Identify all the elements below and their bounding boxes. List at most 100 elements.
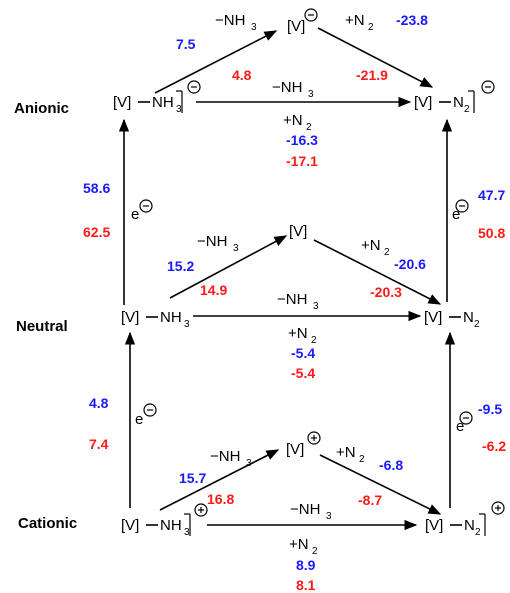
step-label-neutral-add-n2: +N 2 [361, 237, 390, 258]
electron-label-n2-upper: e [452, 199, 469, 223]
energy-anionic-add-n2-red: -21.9 [356, 67, 388, 83]
step-label-cationic-direct-add-n2: +N 2 [289, 536, 318, 557]
svg-text:3: 3 [308, 89, 314, 100]
negative-charge-icon [187, 80, 201, 94]
step-label-neutral-direct-loss-nh3: −NH 3 [277, 291, 319, 312]
energy-cationic-add-n2-blue: -6.8 [379, 457, 403, 473]
energy-anionic-direct-red: -17.1 [286, 153, 318, 169]
arrow-anionic-n2-addition [317, 27, 434, 88]
svg-text:2: 2 [359, 454, 365, 465]
negative-charge-icon [459, 411, 473, 425]
negative-charge-icon [481, 80, 495, 94]
energy-anionic-loss-nh3-red: 4.8 [232, 67, 252, 83]
energy-reduction-nh3-lower-blue: 4.8 [89, 395, 109, 411]
svg-text:−NH: −NH [272, 79, 302, 96]
negative-charge-icon [139, 199, 153, 213]
step-label-anionic-loss-nh3: −NH 3 [215, 12, 257, 33]
nh3-subscript: 3 [184, 319, 190, 330]
svg-text:−NH: −NH [210, 448, 240, 465]
svg-text:−NH: −NH [215, 12, 245, 29]
energy-cationic-loss-nh3-red: 16.8 [207, 491, 234, 507]
negative-charge-icon [143, 403, 157, 417]
row-label-cationic: Cationic [18, 515, 77, 532]
row-label-anionic: Anionic [14, 100, 69, 117]
positive-charge-icon [194, 503, 208, 517]
svg-text:3: 3 [233, 243, 239, 254]
v-label: [V] [289, 223, 307, 240]
step-label-cationic-add-n2: +N 2 [336, 444, 365, 465]
nh3-label: NH [160, 517, 182, 534]
n2-subscript: 2 [464, 104, 470, 115]
v-label: [V] [121, 517, 139, 534]
v-label: [V] [425, 517, 443, 534]
n2-letter: N [464, 517, 475, 534]
arrows [118, 27, 456, 531]
species-anionic-v-nh3: [V] NH 3 [113, 80, 201, 115]
svg-text:+N: +N [288, 325, 308, 342]
svg-text:e: e [456, 418, 464, 435]
v-label: [V] [113, 94, 131, 111]
svg-text:+N: +N [336, 444, 356, 461]
nh3-label: NH [152, 94, 174, 111]
negative-charge-icon [304, 8, 318, 22]
arrow-anionic-nh3-loss [154, 30, 278, 94]
energy-reduction-n2-upper-blue: 47.7 [478, 187, 505, 203]
energy-reduction-n2-lower-blue: -9.5 [478, 401, 502, 417]
svg-text:e: e [135, 411, 143, 428]
v-label: [V] [287, 18, 305, 35]
energy-reduction-nh3-upper-blue: 58.6 [83, 180, 110, 196]
species-neutral-v-n2: [V] N 2 [424, 309, 480, 330]
v-label: [V] [286, 441, 304, 458]
svg-text:2: 2 [384, 247, 390, 258]
svg-text:+N: +N [361, 237, 381, 254]
step-label-cationic-loss-nh3: −NH 3 [210, 448, 252, 469]
energy-neutral-direct-blue: -5.4 [291, 345, 315, 361]
step-label-anionic-add-n2: +N 2 [345, 12, 374, 33]
svg-text:3: 3 [313, 301, 319, 312]
species-neutral-v-nh3: [V] NH 3 [121, 309, 190, 330]
positive-charge-icon [307, 431, 321, 445]
species-cationic-v: [V] [286, 431, 321, 458]
v-label: [V] [424, 309, 442, 326]
svg-text:2: 2 [368, 22, 374, 33]
electron-label-nh3-lower: e [135, 403, 157, 428]
svg-text:3: 3 [251, 22, 257, 33]
energy-cationic-add-n2-red: -8.7 [358, 492, 382, 508]
arrow-neutral-nh3-loss [169, 235, 288, 299]
n2-subscript: 2 [474, 319, 480, 330]
step-label-neutral-direct-add-n2: +N 2 [288, 325, 317, 346]
svg-text:−NH: −NH [197, 233, 227, 250]
step-label-anionic-direct-loss-nh3: −NH 3 [272, 79, 314, 100]
energy-neutral-add-n2-blue: -20.6 [394, 256, 426, 272]
species-anionic-v-n2: [V] N 2 [414, 80, 495, 115]
step-label-anionic-direct-add-n2: +N 2 [283, 112, 312, 133]
n2-subscript: 2 [475, 527, 481, 538]
negative-charge-icon [455, 199, 469, 213]
row-label-neutral: Neutral [16, 318, 68, 335]
arrow-cationic-nh3-loss [159, 449, 280, 511]
positive-charge-icon [491, 501, 505, 515]
energy-neutral-direct-red: -5.4 [291, 365, 315, 381]
svg-text:2: 2 [312, 546, 318, 557]
species-cationic-v-nh3: [V] NH 3 [121, 503, 208, 538]
nh3-subscript: 3 [176, 104, 182, 115]
step-label-neutral-loss-nh3: −NH 3 [197, 233, 239, 254]
arrow-cationic-n2-addition [319, 454, 442, 515]
electron-label-n2-lower: e [456, 411, 473, 435]
energy-neutral-add-n2-red: -20.3 [370, 284, 402, 300]
energy-reduction-nh3-lower-red: 7.4 [89, 436, 109, 452]
energy-reduction-n2-upper-red: 50.8 [478, 225, 505, 241]
nh3-label: NH [160, 309, 182, 326]
svg-text:+N: +N [283, 112, 303, 129]
energy-values: 7.5 4.8 -23.8 -21.9 -16.3 -17.1 15.2 14.… [83, 12, 506, 593]
step-labels: −NH 3 +N 2 −NH 3 +N 2 −NH 3 +N 2 −NH 3 +… [131, 12, 473, 557]
svg-text:3: 3 [326, 511, 332, 522]
svg-text:e: e [452, 206, 460, 223]
svg-text:2: 2 [306, 122, 312, 133]
species-neutral-v: [V] [289, 223, 307, 240]
svg-text:−NH: −NH [290, 501, 320, 518]
svg-text:e: e [131, 206, 139, 223]
svg-text:+N: +N [345, 12, 365, 29]
step-label-cationic-direct-loss-nh3: −NH 3 [290, 501, 332, 522]
